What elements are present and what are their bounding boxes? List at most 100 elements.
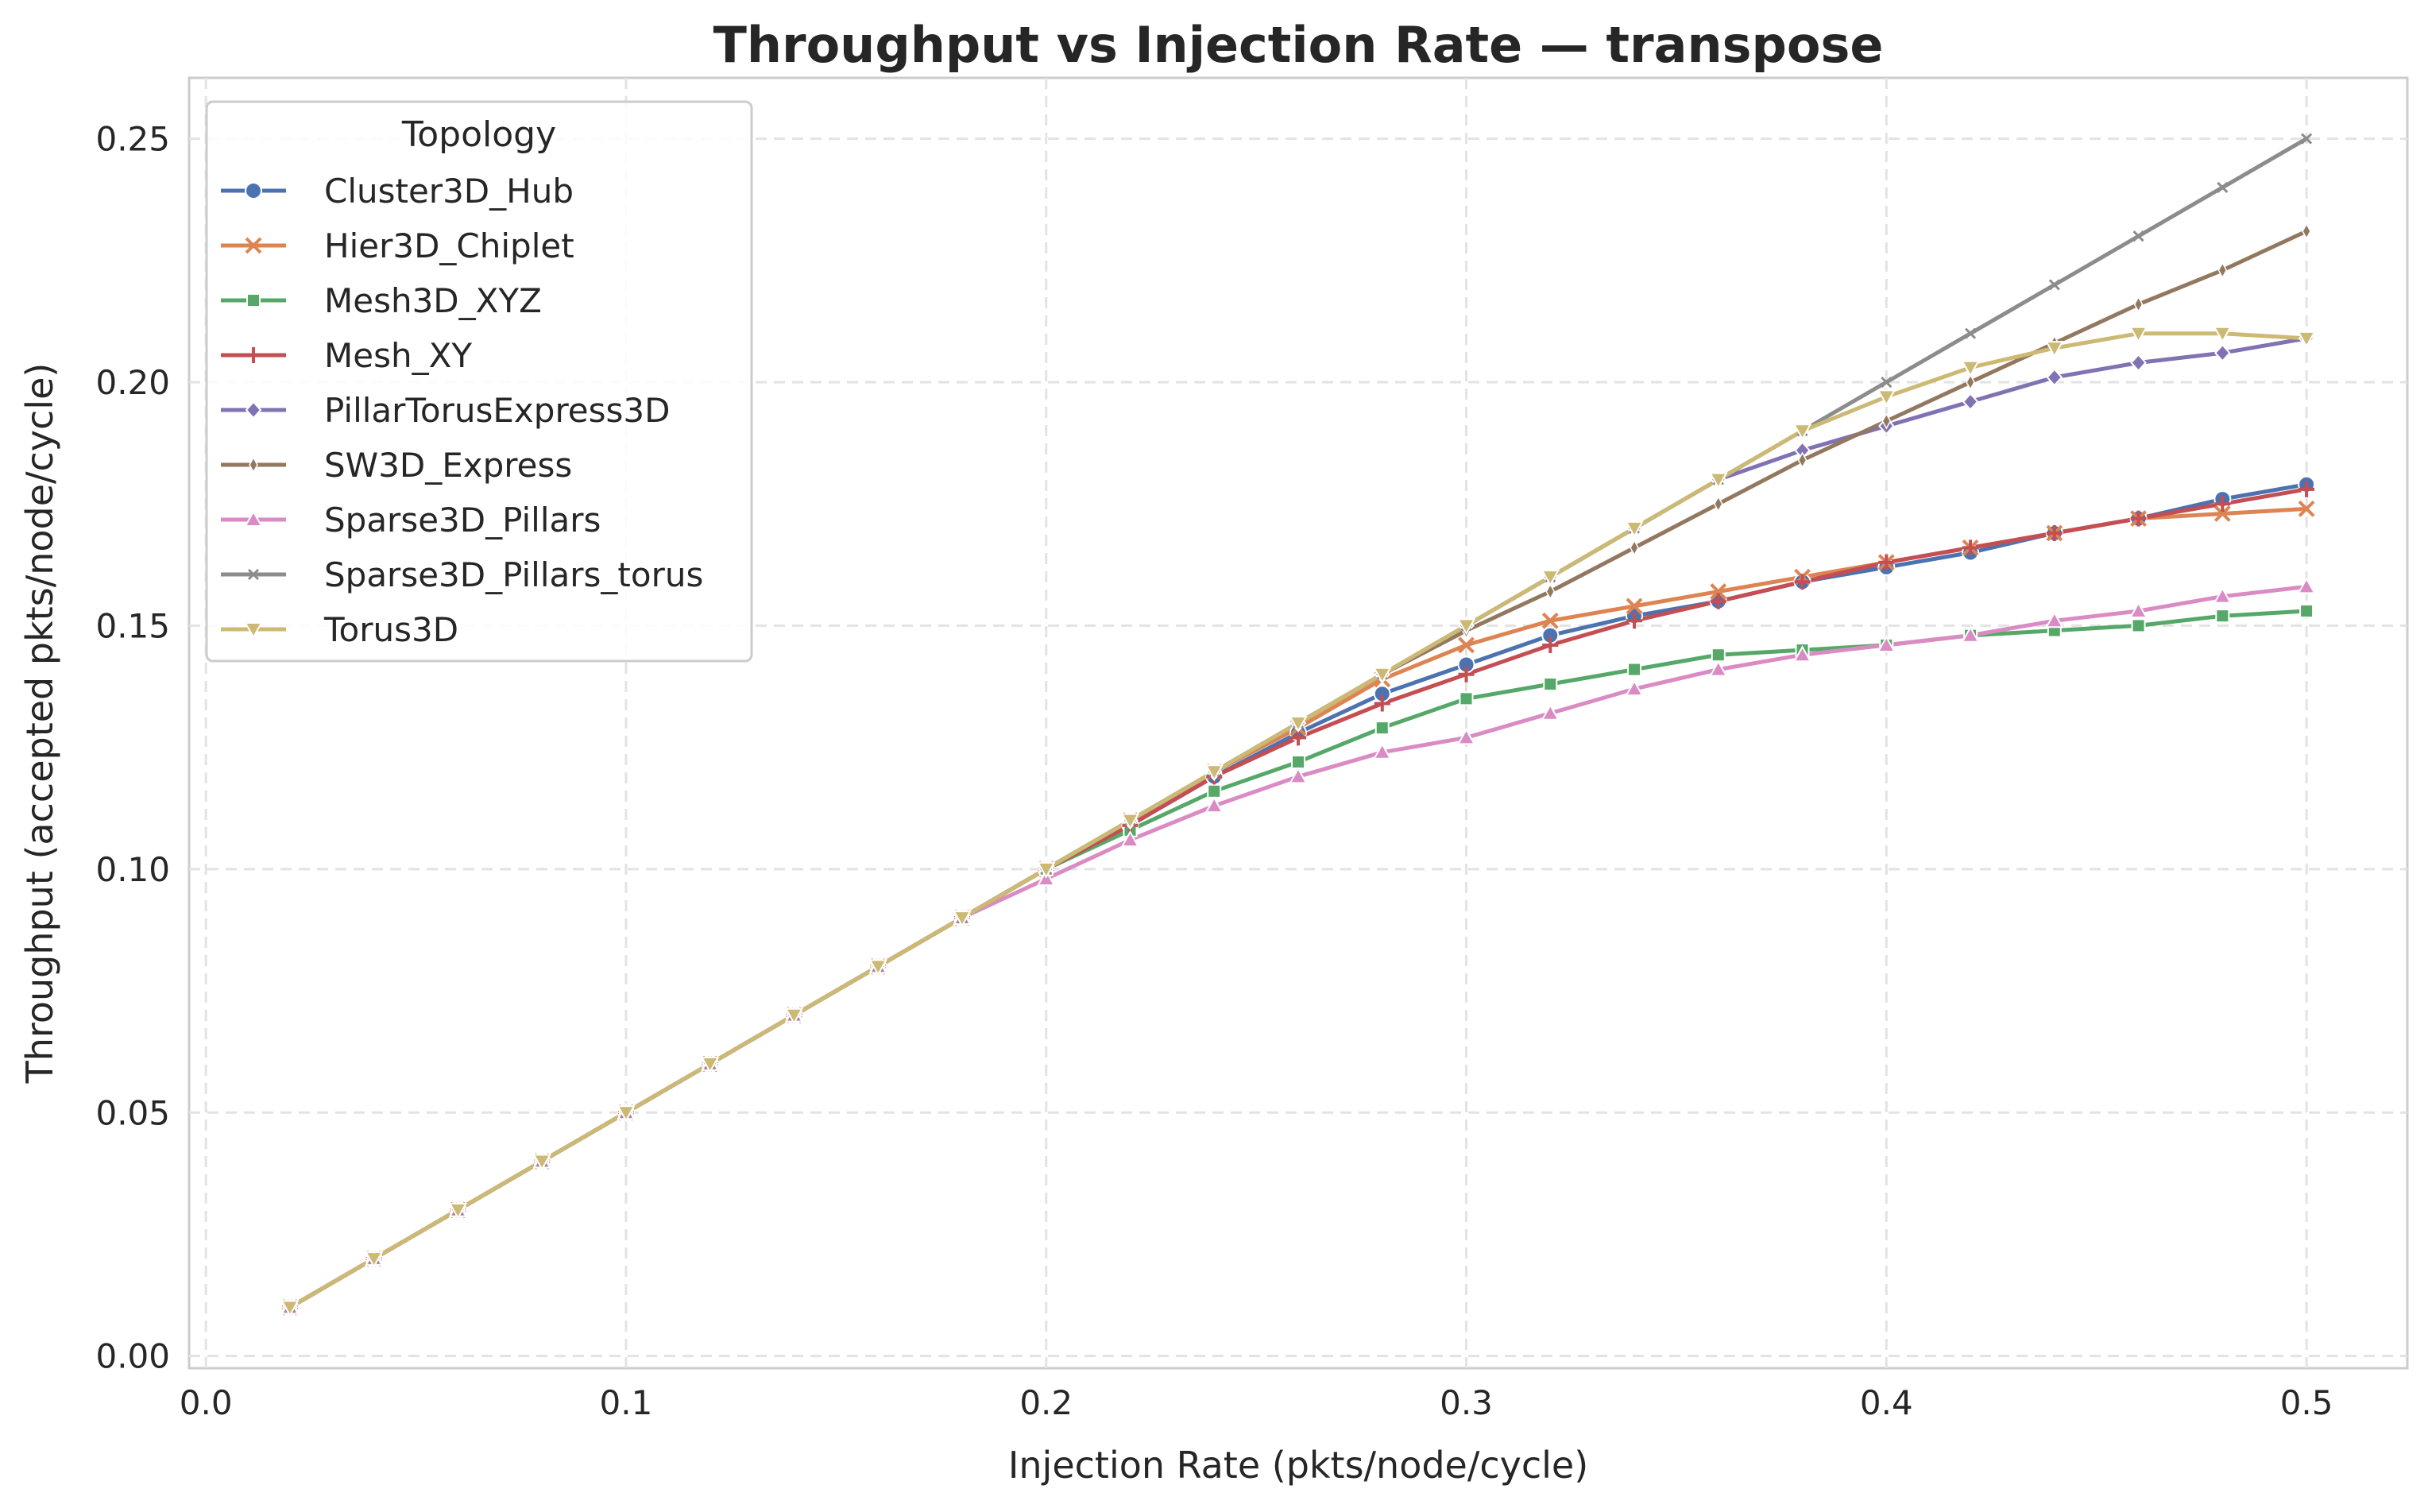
y-tick-label: 0.05	[95, 1093, 170, 1132]
data-point-sparse3d-pillars	[2213, 586, 2233, 604]
data-point-mesh3d-xyz	[1627, 662, 1642, 677]
data-point-sparse3d-pillars	[1120, 830, 1140, 848]
legend-label: Torus3D	[323, 610, 458, 649]
legend-label: Cluster3D_Hub	[324, 172, 574, 211]
data-point-torus3d	[953, 911, 972, 928]
data-point-torus3d	[784, 1007, 804, 1025]
data-point-hier3d-chiplet	[1710, 583, 1727, 600]
data-point-sw3d-express	[1881, 412, 1892, 430]
data-point-sparse3d-pillars	[1204, 796, 1224, 814]
data-point-sparse3d-pillars	[1289, 767, 1308, 784]
legend-item-sparse3d-pillars-torus: Sparse3D_Pillars_torus	[221, 555, 703, 594]
data-point-sparse3d-pillars-torus	[2217, 181, 2229, 193]
data-point-hier3d-chiplet	[1626, 597, 1643, 615]
legend-item-pillartorusexpress3d: PillarTorusExpress3D	[221, 391, 670, 430]
legend-swatch-marker	[249, 456, 258, 474]
data-point-sparse3d-pillars-torus	[1881, 376, 1893, 389]
data-point-sw3d-express	[1545, 582, 1556, 601]
data-point-mesh-xy	[1962, 539, 1979, 556]
x-axis-label: Injection Rate (pkts/node/cycle)	[1008, 1444, 1588, 1487]
data-point-torus3d	[280, 1300, 300, 1317]
legend-swatch-marker	[245, 400, 262, 420]
data-point-mesh3d-xyz	[2131, 618, 2146, 633]
data-point-sparse3d-pillars	[1961, 625, 1980, 643]
data-point-sw3d-express	[2133, 296, 2144, 313]
x-tick-label: 0.5	[2280, 1383, 2333, 1422]
legend-swatch-marker	[244, 622, 263, 640]
data-point-mesh3d-xyz	[1374, 721, 1390, 736]
y-tick-label: 0.25	[95, 120, 170, 159]
data-point-sw3d-express	[2217, 261, 2228, 279]
legend-item-sparse3d-pillars: Sparse3D_Pillars	[221, 501, 601, 539]
data-point-sw3d-express	[1797, 451, 1807, 469]
data-point-mesh-xy	[1542, 636, 1559, 653]
legend-swatch-marker	[244, 509, 263, 527]
data-point-sparse3d-pillars	[1456, 728, 1476, 745]
data-point-torus3d	[1037, 861, 1056, 879]
data-point-mesh3d-xyz	[1207, 783, 1222, 799]
data-point-mesh-xy	[1374, 695, 1390, 712]
legend-swatch-marker	[246, 293, 261, 307]
x-tick-label: 0.3	[1440, 1383, 1493, 1422]
data-point-sparse3d-pillars	[1541, 703, 1560, 721]
data-point-mesh-xy	[1710, 593, 1726, 609]
data-point-sparse3d-pillars-torus	[2132, 230, 2144, 242]
legend-swatch-marker	[246, 347, 261, 363]
data-point-torus3d	[1204, 764, 1224, 782]
data-point-sparse3d-pillars	[1792, 645, 1812, 663]
y-axis-label: Throughput (accepted pkts/node/cycle)	[18, 363, 61, 1085]
data-point-mesh3d-xyz	[1711, 648, 1726, 663]
data-point-torus3d	[1289, 716, 1308, 733]
legend-item-sw3d-express: SW3D_Express	[221, 446, 572, 485]
data-point-sw3d-express	[1966, 373, 1975, 391]
chart-title: Throughput vs Injection Rate — transpose	[713, 16, 1884, 74]
data-point-mesh3d-xyz	[1291, 755, 1305, 770]
data-point-torus3d	[1541, 570, 1560, 587]
legend-label: PillarTorusExpress3D	[324, 391, 670, 430]
data-point-hier3d-chiplet	[1541, 612, 1559, 629]
data-point-mesh-xy	[1794, 574, 1811, 590]
data-point-mesh-xy	[1626, 613, 1643, 629]
data-point-mesh3d-xyz	[1459, 691, 1474, 706]
x-tick-label: 0.2	[1019, 1383, 1073, 1422]
data-point-pillartorusexpress3d	[2213, 343, 2231, 362]
data-point-torus3d	[2297, 331, 2316, 348]
legend-swatch-marker	[245, 182, 262, 199]
data-point-sparse3d-pillars	[2045, 611, 2064, 628]
data-point-sparse3d-pillars-torus	[2048, 279, 2060, 291]
data-point-pillartorusexpress3d	[2046, 368, 2063, 387]
data-point-mesh-xy	[2214, 496, 2231, 512]
data-point-torus3d	[1373, 667, 1392, 684]
data-point-sw3d-express	[2302, 222, 2311, 240]
data-point-sparse3d-pillars-torus	[2301, 133, 2313, 145]
data-point-hier3d-chiplet	[2213, 505, 2231, 522]
y-tick-label: 0.10	[95, 850, 170, 889]
legend-label: Mesh3D_XYZ	[324, 281, 542, 320]
data-point-torus3d	[2213, 326, 2233, 343]
data-point-hier3d-chiplet	[1458, 636, 1475, 654]
legend-label: Mesh_XY	[324, 336, 472, 375]
data-point-torus3d	[868, 959, 887, 976]
legend-item-mesh3d-xyz: Mesh3D_XYZ	[221, 281, 542, 320]
data-point-mesh3d-xyz	[2215, 609, 2230, 624]
data-point-mesh3d-xyz	[2299, 604, 2314, 619]
legend-box	[205, 100, 753, 663]
data-point-sparse3d-pillars-torus	[1964, 327, 1977, 339]
data-point-mesh-xy	[2298, 481, 2315, 497]
legend-label: Sparse3D_Pillars_torus	[324, 555, 703, 594]
data-point-mesh3d-xyz	[1543, 676, 1558, 691]
legend-item-cluster3d-hub: Cluster3D_Hub	[221, 172, 574, 211]
y-tick-label: 0.00	[95, 1337, 170, 1376]
data-point-pillartorusexpress3d	[2130, 354, 2147, 373]
data-point-torus3d	[1792, 423, 1812, 441]
data-point-pillartorusexpress3d	[1962, 393, 1979, 412]
data-point-mesh-xy	[1458, 666, 1475, 683]
legend-item-hier3d-chiplet: Hier3D_Chiplet	[221, 226, 574, 265]
data-point-sparse3d-pillars	[1877, 635, 1896, 652]
data-point-torus3d	[1625, 520, 1644, 538]
data-point-torus3d	[532, 1154, 551, 1171]
data-point-sparse3d-pillars	[2128, 601, 2148, 619]
data-point-torus3d	[1961, 360, 1980, 377]
data-point-torus3d	[2128, 326, 2148, 343]
